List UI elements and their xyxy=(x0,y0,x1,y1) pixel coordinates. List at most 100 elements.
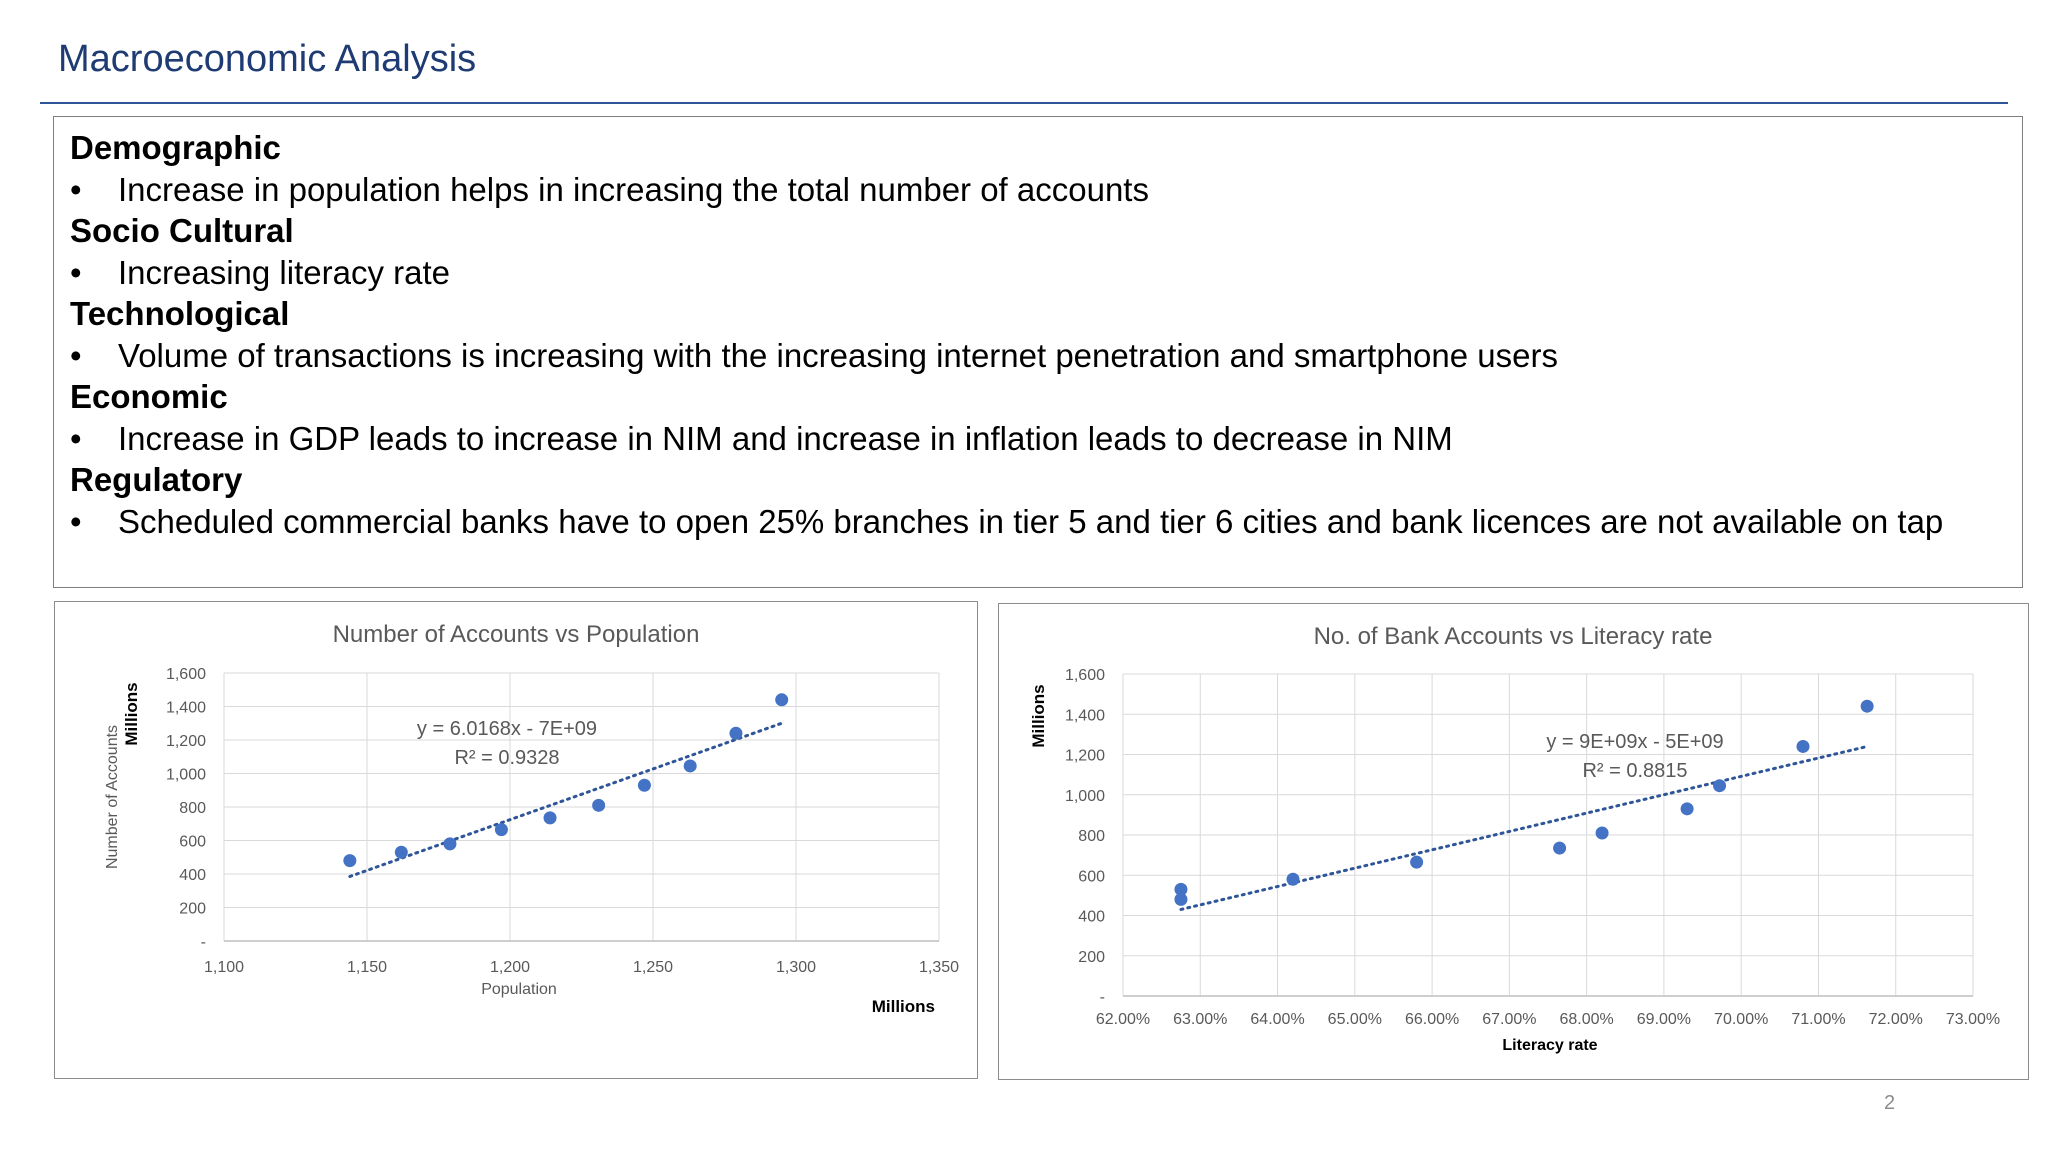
y-tick-label: 200 xyxy=(1078,949,1105,966)
bullet-item: • Increase in population helps in increa… xyxy=(70,169,2006,211)
section-heading: Technological xyxy=(70,295,290,332)
data-point xyxy=(394,845,408,859)
data-point xyxy=(1174,892,1188,906)
y-tick-label: - xyxy=(201,934,206,951)
x-tick-label: 1,150 xyxy=(347,959,387,976)
accounts-vs-literacy-chart: No. of Bank Accounts vs Literacy rate 62.… xyxy=(998,603,2029,1080)
x-tick-label: 62.00% xyxy=(1096,1011,1150,1028)
y-tick-label: 600 xyxy=(1078,868,1105,885)
y-tick-label: 1,600 xyxy=(1065,667,1105,684)
section-heading: Economic xyxy=(70,378,228,415)
data-point xyxy=(683,759,697,773)
x-tick-label: 1,200 xyxy=(490,959,530,976)
y-tick-label: 1,200 xyxy=(1065,748,1105,765)
y-tick-label: 1,000 xyxy=(1065,788,1105,805)
data-point xyxy=(729,726,743,740)
section-socio-cultural: Socio Cultural • Increasing literacy rat… xyxy=(70,210,2006,293)
chart-svg: No. of Bank Accounts vs Literacy rate 62.… xyxy=(1029,623,2000,1054)
x-tick-label: 64.00% xyxy=(1250,1011,1304,1028)
data-point xyxy=(343,854,357,868)
trendline-r-squared: R² = 0.8815 xyxy=(1582,760,1687,782)
x-tick-label: 73.00% xyxy=(1946,1011,2000,1028)
x-tick-label: 1,250 xyxy=(633,959,673,976)
data-point xyxy=(1713,779,1727,793)
data-point xyxy=(775,693,789,707)
page-number: 2 xyxy=(1884,1092,1896,1114)
data-point xyxy=(494,823,508,837)
y-tick-label: 800 xyxy=(179,800,206,817)
data-point xyxy=(1410,855,1424,869)
bullet-item: • Scheduled commercial banks have to ope… xyxy=(70,501,2006,543)
x-tick-label: 68.00% xyxy=(1560,1011,1614,1028)
y-tick-label: 800 xyxy=(1078,828,1105,845)
data-point xyxy=(637,778,651,792)
y-tick-label: - xyxy=(1100,989,1105,1006)
y-tick-label: 1,000 xyxy=(166,767,206,784)
chart-title: No. of Bank Accounts vs Literacy rate xyxy=(1314,623,1713,650)
bullet-text: Increase in GDP leads to increase in NIM… xyxy=(118,419,1453,457)
x-tick-label: 1,100 xyxy=(204,959,244,976)
trendline-r-squared: R² = 0.9328 xyxy=(454,747,559,769)
title-divider xyxy=(40,102,2008,104)
y-axis-label: Millions xyxy=(1029,684,1048,747)
bullet-text: Scheduled commercial banks have to open … xyxy=(118,502,1944,540)
data-point xyxy=(1174,882,1188,896)
y-tick-label: 600 xyxy=(179,834,206,851)
slide-title: Macroeconomic Analysis xyxy=(58,38,477,80)
section-economic: Economic • Increase in GDP leads to incr… xyxy=(70,376,2006,459)
accounts-vs-population-chart: Number of Accounts vs Population 1,100 1,1… xyxy=(54,601,978,1079)
x-tick-label: 67.00% xyxy=(1482,1011,1536,1028)
y-tick-label: 200 xyxy=(179,901,206,918)
x-tick-label: 69.00% xyxy=(1637,1011,1691,1028)
x-tick-label: 1,300 xyxy=(776,959,816,976)
trendline xyxy=(1179,744,1869,911)
data-point xyxy=(443,837,457,851)
x-tick-label: 63.00% xyxy=(1173,1011,1227,1028)
y-tick-label: 1,200 xyxy=(166,733,206,750)
chart-svg: Number of Accounts vs Population 1,100 1,1… xyxy=(104,621,959,1016)
x-tick-label: 71.00% xyxy=(1791,1011,1845,1028)
chart-title: Number of Accounts vs Population xyxy=(333,621,700,648)
x-tick-label: 70.00% xyxy=(1714,1011,1768,1028)
section-demographic: Demographic • Increase in population hel… xyxy=(70,127,2006,210)
section-technological: Technological • Volume of transactions i… xyxy=(70,293,2006,376)
x-axis-label: Literacy rate xyxy=(1502,1037,1597,1054)
x-tick-label: 72.00% xyxy=(1869,1011,1923,1028)
section-heading: Demographic xyxy=(70,129,281,166)
y-tick-label: 400 xyxy=(179,867,206,884)
data-point xyxy=(592,798,606,812)
data-point xyxy=(1680,802,1694,816)
x-tick-label: 66.00% xyxy=(1405,1011,1459,1028)
bullet-item: • Volume of transactions is increasing w… xyxy=(70,335,2006,377)
data-point xyxy=(1553,841,1567,855)
data-point xyxy=(1595,826,1609,840)
y-axis-unit-label: Millions xyxy=(122,682,141,745)
bullet-item: • Increasing literacy rate xyxy=(70,252,2006,294)
bullet-text: Volume of transactions is increasing wit… xyxy=(118,336,1558,374)
y-tick-label: 1,400 xyxy=(1065,707,1105,724)
bullet-item: • Increase in GDP leads to increase in N… xyxy=(70,418,2006,460)
section-regulatory: Regulatory • Scheduled commercial banks … xyxy=(70,459,2006,542)
trendline-equation: y = 9E+09x - 5E+09 xyxy=(1546,731,1723,753)
bullet-text: Increase in population helps in increasi… xyxy=(118,170,1149,208)
bullet-dot: • xyxy=(70,336,82,374)
bullet-dot: • xyxy=(70,502,82,540)
x-axis-unit-label: Millions xyxy=(872,997,935,1016)
trendline-equation: y = 6.0168x - 7E+09 xyxy=(417,718,597,740)
bullet-text: Increasing literacy rate xyxy=(118,253,450,291)
data-point xyxy=(1796,739,1810,753)
trendline xyxy=(348,721,784,879)
y-axis-label: Number of Accounts xyxy=(104,725,121,869)
bullet-dot: • xyxy=(70,253,82,291)
x-tick-label: 65.00% xyxy=(1328,1011,1382,1028)
data-point xyxy=(543,811,557,825)
data-point xyxy=(1860,699,1874,713)
y-tick-label: 1,400 xyxy=(166,700,206,717)
x-axis-label: Population xyxy=(481,981,557,998)
y-tick-label: 400 xyxy=(1078,909,1105,926)
section-heading: Regulatory xyxy=(70,461,243,498)
data-point xyxy=(1286,872,1300,886)
x-tick-label: 1,350 xyxy=(919,959,959,976)
y-tick-label: 1,600 xyxy=(166,666,206,683)
bullet-dot: • xyxy=(70,419,82,457)
